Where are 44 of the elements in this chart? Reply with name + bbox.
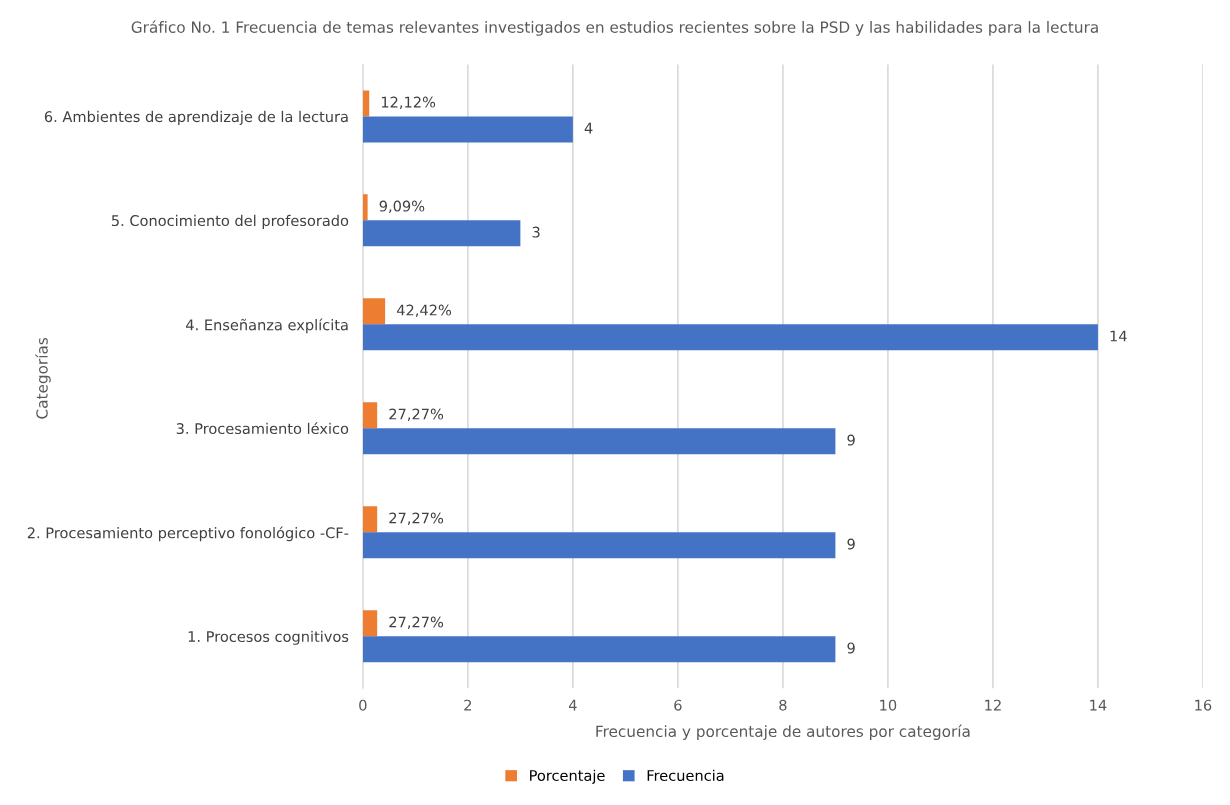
- x-tick-label: 2: [464, 699, 472, 711]
- data-label: 12,12%: [381, 96, 436, 110]
- bar: [362, 116, 573, 143]
- y-tick-label: 2. Procesamiento perceptivo fonológico -CF-: [27, 526, 349, 542]
- chart-title: Gráfico No. 1 Frecuencia de temas relevantes investigados en estudios recientes sobre la PSD y las habilidades para la lectura: [131, 20, 1098, 36]
- bar: [362, 298, 386, 325]
- data-label: 27,27%: [389, 512, 444, 526]
- data-label: 14: [1110, 330, 1127, 342]
- bar: [362, 324, 1098, 351]
- x-tick-label: 16: [1195, 699, 1212, 711]
- x-tick-label: 0: [359, 699, 367, 711]
- y-tick-label: 6. Ambientes de aprendizaje de la lectura: [44, 110, 348, 125]
- y-axis-title: Categorías: [35, 337, 51, 419]
- x-axis-title: Frecuencia y porcentaje de autores por categoría: [596, 724, 970, 741]
- bar: [362, 402, 378, 429]
- y-tick-label: 5. Conocimiento del profesorado: [111, 214, 349, 229]
- bar: [362, 610, 378, 637]
- x-tick-label: 8: [779, 699, 787, 711]
- x-tick-label: 14: [1090, 699, 1107, 711]
- bar: [362, 90, 370, 117]
- bar: [362, 220, 521, 247]
- x-tick-label: 10: [880, 699, 897, 711]
- data-label: 42,42%: [396, 304, 452, 318]
- legend-label: Porcentaje: [530, 769, 605, 784]
- data-label: 27,27%: [389, 616, 444, 630]
- bar: [362, 532, 836, 559]
- y-tick-label: 3. Procesamiento léxico: [176, 422, 349, 435]
- bar: [362, 428, 836, 455]
- data-label: 4: [584, 122, 593, 134]
- data-label: 9: [847, 642, 855, 654]
- y-tick-label: 4. Enseñanza explícita: [186, 318, 348, 334]
- x-tick-label: 4: [568, 699, 577, 711]
- data-label: 27,27%: [389, 408, 444, 422]
- x-tick-label: 6: [674, 699, 682, 711]
- data-label: 9: [847, 434, 855, 446]
- bar: [362, 506, 378, 533]
- bar: [362, 194, 368, 221]
- y-tick-label: 1. Procesos cognitivos: [188, 630, 349, 645]
- data-label: 3: [532, 226, 540, 238]
- bar: [362, 636, 836, 663]
- x-tick-label: 12: [985, 699, 1001, 711]
- data-label: 9: [847, 538, 855, 550]
- legend-label: Frecuencia: [647, 769, 724, 781]
- data-label: 9,09%: [379, 200, 425, 214]
